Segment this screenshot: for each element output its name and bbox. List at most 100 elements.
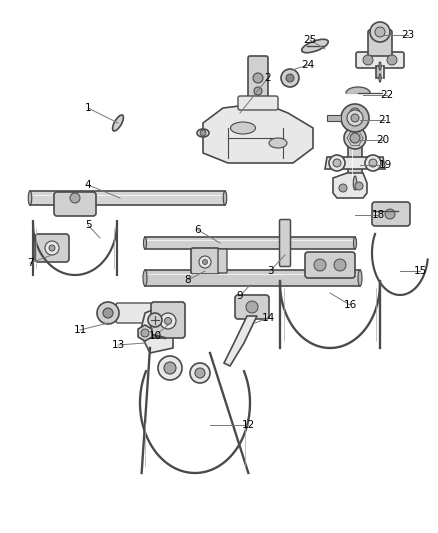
Circle shape <box>363 55 373 65</box>
Circle shape <box>355 182 363 190</box>
Circle shape <box>350 108 360 118</box>
Ellipse shape <box>302 39 328 53</box>
Polygon shape <box>325 157 385 169</box>
Circle shape <box>254 87 262 95</box>
Ellipse shape <box>379 62 381 70</box>
Text: 25: 25 <box>304 35 317 45</box>
Circle shape <box>387 55 397 65</box>
Circle shape <box>103 308 113 318</box>
Ellipse shape <box>144 237 146 249</box>
FancyBboxPatch shape <box>356 52 404 68</box>
Text: 21: 21 <box>378 115 392 125</box>
Polygon shape <box>348 113 362 183</box>
FancyBboxPatch shape <box>54 192 96 216</box>
Text: 24: 24 <box>301 60 314 70</box>
Polygon shape <box>145 270 360 286</box>
Circle shape <box>190 363 210 383</box>
FancyBboxPatch shape <box>248 56 268 105</box>
Text: 20: 20 <box>376 135 389 145</box>
Ellipse shape <box>358 270 362 286</box>
Text: 22: 22 <box>380 90 394 100</box>
Circle shape <box>350 133 360 143</box>
Polygon shape <box>30 191 225 205</box>
Text: 10: 10 <box>148 331 162 341</box>
Circle shape <box>341 104 369 132</box>
FancyBboxPatch shape <box>35 234 69 262</box>
Circle shape <box>246 301 258 313</box>
Circle shape <box>253 73 263 83</box>
Circle shape <box>281 69 299 87</box>
FancyBboxPatch shape <box>235 295 269 319</box>
Circle shape <box>375 27 385 37</box>
FancyBboxPatch shape <box>305 252 355 278</box>
Circle shape <box>369 159 377 167</box>
Circle shape <box>141 329 149 337</box>
Text: 14: 14 <box>261 313 275 323</box>
Ellipse shape <box>379 74 381 82</box>
Circle shape <box>45 241 59 255</box>
Text: 5: 5 <box>85 220 91 230</box>
Text: 18: 18 <box>371 210 385 220</box>
Text: 12: 12 <box>241 420 254 430</box>
Ellipse shape <box>223 191 227 205</box>
Ellipse shape <box>353 106 357 120</box>
Text: 19: 19 <box>378 160 392 170</box>
Circle shape <box>370 22 390 42</box>
Polygon shape <box>376 66 384 78</box>
Text: 7: 7 <box>27 258 33 268</box>
Text: 13: 13 <box>111 340 125 350</box>
FancyBboxPatch shape <box>151 302 185 338</box>
Circle shape <box>334 259 346 271</box>
Circle shape <box>165 318 172 325</box>
Circle shape <box>158 356 182 380</box>
Polygon shape <box>140 308 173 353</box>
Text: 15: 15 <box>413 266 427 276</box>
Ellipse shape <box>143 270 147 286</box>
Text: 2: 2 <box>265 73 271 83</box>
Text: 16: 16 <box>343 300 357 310</box>
Circle shape <box>199 256 211 268</box>
Circle shape <box>339 184 347 192</box>
Circle shape <box>49 245 55 251</box>
Circle shape <box>200 130 206 136</box>
Text: 3: 3 <box>267 266 273 276</box>
Ellipse shape <box>353 237 357 249</box>
Polygon shape <box>333 173 367 198</box>
Circle shape <box>365 155 381 171</box>
Ellipse shape <box>230 122 255 134</box>
Circle shape <box>329 155 345 171</box>
Ellipse shape <box>28 191 32 205</box>
FancyBboxPatch shape <box>372 202 410 226</box>
Text: 6: 6 <box>194 225 201 235</box>
Ellipse shape <box>269 138 287 148</box>
Circle shape <box>195 368 205 378</box>
Circle shape <box>314 259 326 271</box>
Polygon shape <box>138 325 152 341</box>
Text: 23: 23 <box>401 30 415 40</box>
Circle shape <box>202 260 208 264</box>
Circle shape <box>351 114 359 122</box>
Polygon shape <box>224 316 257 366</box>
Circle shape <box>286 74 294 82</box>
Ellipse shape <box>353 176 357 190</box>
Circle shape <box>160 313 176 329</box>
FancyBboxPatch shape <box>116 303 156 323</box>
Text: 9: 9 <box>237 291 244 301</box>
Text: 11: 11 <box>74 325 87 335</box>
Polygon shape <box>203 103 313 163</box>
Ellipse shape <box>113 115 124 131</box>
Circle shape <box>97 302 119 324</box>
Polygon shape <box>145 237 355 249</box>
Text: 4: 4 <box>85 180 91 190</box>
FancyBboxPatch shape <box>279 220 290 266</box>
Text: 1: 1 <box>85 103 91 113</box>
FancyBboxPatch shape <box>191 248 219 274</box>
Ellipse shape <box>197 129 209 137</box>
FancyBboxPatch shape <box>238 96 278 110</box>
FancyBboxPatch shape <box>368 30 392 56</box>
Circle shape <box>148 313 162 327</box>
FancyBboxPatch shape <box>218 249 227 273</box>
Circle shape <box>347 110 363 126</box>
Circle shape <box>333 159 341 167</box>
Circle shape <box>344 127 366 149</box>
